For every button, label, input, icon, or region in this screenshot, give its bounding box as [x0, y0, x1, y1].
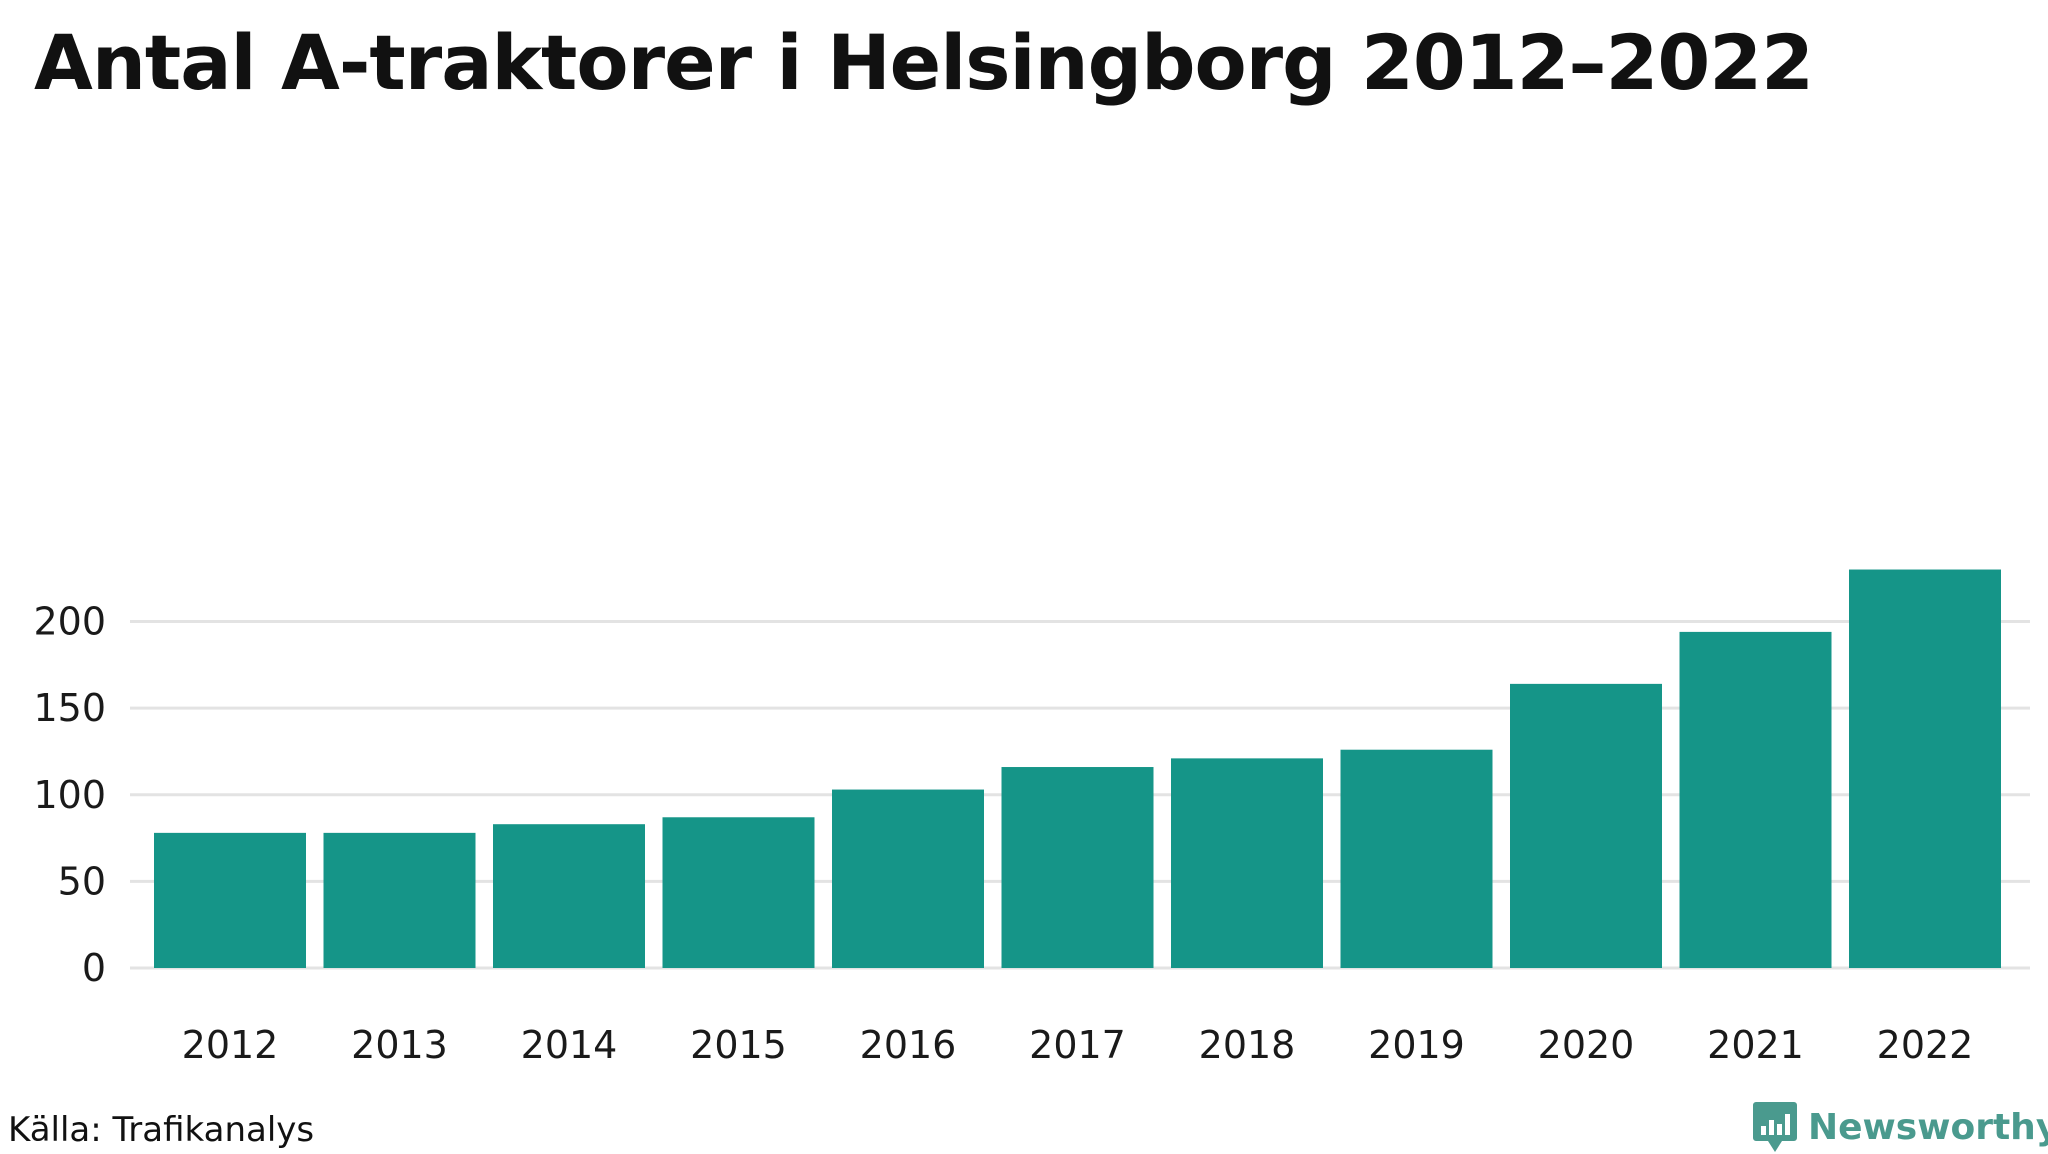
x-tick-label: 2017 — [1029, 1023, 1126, 1067]
brand-logo: Newsworthy — [1752, 1100, 2048, 1154]
bar-2017 — [1001, 767, 1154, 968]
bar-2021 — [1679, 631, 1832, 968]
bar-2013 — [323, 832, 476, 968]
chart-title: Antal A-traktorer i Helsingborg 2012–202… — [34, 18, 1814, 107]
bar-2012 — [154, 832, 306, 968]
newsworthy-logo-icon — [1753, 1102, 1797, 1152]
x-tick-label: 2020 — [1538, 1023, 1635, 1067]
x-tick-label: 2016 — [860, 1023, 957, 1067]
y-tick-label: 150 — [33, 686, 106, 730]
x-tick-label: 2015 — [690, 1023, 787, 1067]
source-note: Källa: Trafikanalys — [8, 1110, 315, 1150]
x-tick-label: 2013 — [351, 1023, 448, 1067]
x-axis-tick-labels: 2012 2013 2014 2015 2016 2017 2018 2019 2020 2021… — [182, 1023, 1974, 1067]
x-tick-label: 2021 — [1707, 1023, 1804, 1067]
bar-2016 — [832, 789, 984, 968]
y-tick-label: 0 — [82, 946, 106, 990]
bar-2015 — [662, 817, 815, 968]
y-tick-label: 100 — [33, 773, 106, 817]
x-tick-label: 2018 — [1199, 1023, 1296, 1067]
brand-name: Newsworthy — [1808, 1106, 2048, 1148]
y-tick-label: 50 — [58, 859, 106, 903]
bar-2018 — [1171, 758, 1323, 968]
bar-2014 — [493, 824, 645, 968]
bar-2020 — [1510, 683, 1662, 968]
y-axis-tick-labels: 0 50 100 150 200 — [33, 600, 106, 991]
bar-2022 — [1849, 569, 2001, 968]
x-tick-label: 2019 — [1368, 1023, 1465, 1067]
bars — [154, 569, 2001, 968]
y-tick-label: 200 — [33, 600, 106, 644]
x-tick-label: 2014 — [521, 1023, 618, 1067]
x-tick-label: 2012 — [182, 1023, 279, 1067]
bar-2019 — [1340, 749, 1493, 968]
x-tick-label: 2022 — [1877, 1023, 1974, 1067]
